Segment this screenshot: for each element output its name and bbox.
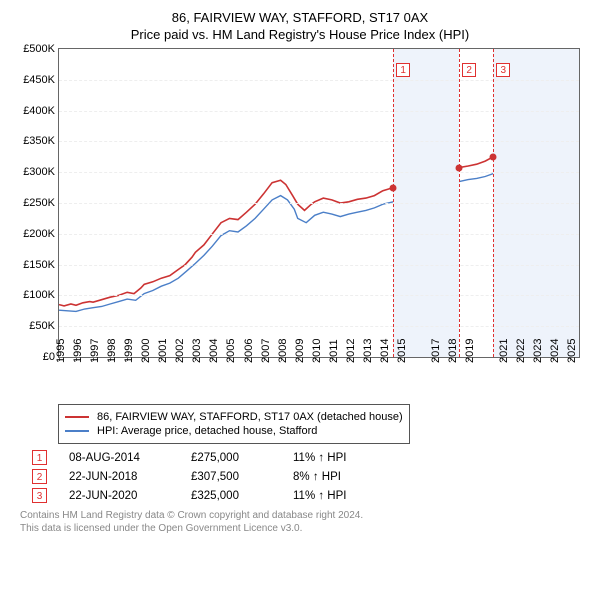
marker-dot — [390, 184, 397, 191]
x-tick-label: 2002 — [174, 339, 186, 363]
marker-badge: 1 — [396, 63, 410, 77]
x-tick-label: 2007 — [260, 339, 272, 363]
marker-badge: 3 — [496, 63, 510, 77]
legend: 86, FAIRVIEW WAY, STAFFORD, ST17 0AX (de… — [58, 404, 410, 444]
transaction-badge: 3 — [32, 488, 47, 503]
x-tick-label: 2005 — [225, 339, 237, 363]
transaction-price: £307,500 — [191, 471, 271, 483]
legend-swatch — [65, 430, 89, 432]
y-tick-label: £0 — [43, 351, 55, 363]
x-tick-label: 2021 — [498, 339, 510, 363]
transaction-price: £275,000 — [191, 452, 271, 464]
footer-line: Contains HM Land Registry data © Crown c… — [20, 509, 586, 522]
transaction-delta: 8% ↑ HPI — [293, 471, 393, 483]
marker-dot — [456, 164, 463, 171]
x-tick-label: 2009 — [294, 339, 306, 363]
transactions-table: 1 08-AUG-2014 £275,000 11% ↑ HPI 2 22-JUN-201… — [32, 450, 586, 503]
x-tick-label: 2013 — [362, 339, 374, 363]
figure: 86, FAIRVIEW WAY, STAFFORD, ST17 0AX Pri… — [0, 0, 600, 590]
y-tick-label: £450K — [23, 74, 55, 86]
legend-label: 86, FAIRVIEW WAY, STAFFORD, ST17 0AX (de… — [97, 411, 403, 423]
transaction-row: 2 22-JUN-2018 £307,500 8% ↑ HPI — [32, 469, 586, 484]
x-tick-label: 1996 — [72, 339, 84, 363]
x-tick-label: 2001 — [157, 339, 169, 363]
title: 86, FAIRVIEW WAY, STAFFORD, ST17 0AX — [12, 10, 588, 25]
y-tick-label: £400K — [23, 105, 55, 117]
x-tick-label: 2011 — [328, 339, 340, 363]
y-tick-label: £150K — [23, 259, 55, 271]
subtitle: Price paid vs. HM Land Registry's House … — [12, 27, 588, 42]
x-tick-label: 2025 — [566, 339, 578, 363]
x-tick-label: 2024 — [549, 339, 561, 363]
footer-line: This data is licensed under the Open Gov… — [20, 522, 586, 535]
marker-dot — [490, 153, 497, 160]
x-tick-label: 1998 — [106, 339, 118, 363]
transaction-price: £325,000 — [191, 490, 271, 502]
footer: Contains HM Land Registry data © Crown c… — [20, 509, 586, 535]
transaction-badge: 1 — [32, 450, 47, 465]
transaction-date: 22-JUN-2020 — [69, 490, 169, 502]
x-tick-label: 2008 — [277, 339, 289, 363]
transaction-delta: 11% ↑ HPI — [293, 490, 393, 502]
y-tick-label: £350K — [23, 135, 55, 147]
transaction-date: 08-AUG-2014 — [69, 452, 169, 464]
transaction-badge: 2 — [32, 469, 47, 484]
x-tick-label: 2006 — [243, 339, 255, 363]
transaction-delta: 11% ↑ HPI — [293, 452, 393, 464]
marker-line — [493, 49, 494, 357]
x-tick-label: 2019 — [464, 339, 476, 363]
x-tick-label: 2010 — [311, 339, 323, 363]
x-tick-label: 1995 — [55, 339, 67, 363]
y-tick-label: £50K — [29, 320, 55, 332]
x-tick-label: 1997 — [89, 339, 101, 363]
legend-label: HPI: Average price, detached house, Staf… — [97, 425, 317, 437]
marker-line — [393, 49, 394, 357]
x-tick-label: 2023 — [532, 339, 544, 363]
x-tick-label: 2018 — [447, 339, 459, 363]
marker-badge: 2 — [462, 63, 476, 77]
legend-item: HPI: Average price, detached house, Staf… — [65, 425, 403, 437]
y-tick-label: £300K — [23, 166, 55, 178]
x-tick-label: 1999 — [123, 339, 135, 363]
y-tick-label: £200K — [23, 228, 55, 240]
transaction-row: 1 08-AUG-2014 £275,000 11% ↑ HPI — [32, 450, 586, 465]
legend-swatch — [65, 416, 89, 418]
x-tick-label: 2022 — [515, 339, 527, 363]
marker-line — [459, 49, 460, 357]
chart-area: £0£50K£100K£150K£200K£250K£300K£350K£400… — [58, 48, 580, 358]
legend-item: 86, FAIRVIEW WAY, STAFFORD, ST17 0AX (de… — [65, 411, 403, 423]
y-tick-label: £500K — [23, 43, 55, 55]
x-tick-label: 2000 — [140, 339, 152, 363]
x-tick-label: 2003 — [191, 339, 203, 363]
x-tick-label: 2017 — [430, 339, 442, 363]
transaction-row: 3 22-JUN-2020 £325,000 11% ↑ HPI — [32, 488, 586, 503]
x-tick-label: 2014 — [379, 339, 391, 363]
x-tick-label: 2004 — [208, 339, 220, 363]
x-tick-label: 2015 — [396, 339, 408, 363]
y-tick-label: £250K — [23, 197, 55, 209]
transaction-date: 22-JUN-2018 — [69, 471, 169, 483]
y-tick-label: £100K — [23, 289, 55, 301]
x-tick-label: 2012 — [345, 339, 357, 363]
